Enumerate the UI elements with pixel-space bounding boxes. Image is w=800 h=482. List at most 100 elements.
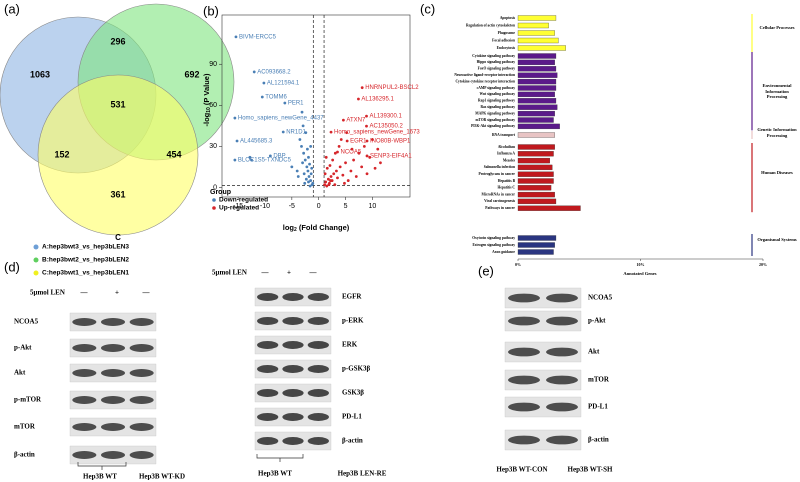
- bar: [517, 30, 555, 36]
- category-label: Cytokine signaling pathway: [472, 54, 515, 58]
- category-label: Rap1 signaling pathway: [478, 99, 515, 103]
- group-bracket: [77, 462, 127, 470]
- gene-label: ATXN7: [346, 118, 366, 124]
- point: [352, 158, 355, 162]
- bar: [517, 37, 559, 44]
- protein-label: Akt: [14, 369, 26, 377]
- blot-band: [282, 293, 304, 301]
- category-label: RNA transport: [492, 133, 516, 137]
- point: [365, 154, 369, 158]
- x-tick-label: 10: [369, 203, 377, 210]
- point: [365, 114, 368, 118]
- point: [302, 151, 306, 155]
- blot-band: [72, 396, 97, 404]
- category-label: Proteoglycans in cancer: [479, 172, 516, 176]
- blot-band: [257, 437, 279, 445]
- category-label: Hepatitis C: [498, 186, 516, 190]
- point: [365, 124, 368, 128]
- gene-label: BIVM-ERCC5: [239, 34, 277, 40]
- bar: [517, 242, 555, 248]
- blot-strip: [504, 369, 582, 391]
- bar: [517, 132, 555, 138]
- bar: [517, 157, 551, 164]
- protein-label: p-Akt: [14, 344, 32, 352]
- category-label: Alcoholism: [498, 145, 515, 149]
- blot-band: [282, 437, 304, 445]
- category-label: MAPK signaling pathway: [475, 111, 515, 115]
- treatment-mark: —: [309, 269, 318, 277]
- category-label: Estrogen signaling pathway: [473, 243, 516, 247]
- point: [371, 138, 374, 141]
- point: [325, 184, 329, 188]
- point: [329, 130, 333, 134]
- protein-label: mTOR: [588, 376, 610, 384]
- group-label: Hep3B LEN-RE: [338, 470, 387, 478]
- point: [329, 179, 332, 182]
- blot-band: [546, 347, 578, 357]
- group-label: Hep3B WT-CON: [496, 466, 547, 474]
- y-tick-label: 90: [209, 61, 217, 68]
- gene-label: TOMM6: [265, 95, 287, 101]
- legend-label: C:hep3bwt1_vs_hep3bLEN1: [42, 270, 129, 277]
- point: [333, 183, 337, 187]
- category-label: Axon guidance: [492, 250, 515, 254]
- blot-band: [100, 423, 126, 431]
- y-axis-title-part: -log: [202, 112, 211, 126]
- venn-count: 692: [184, 69, 199, 79]
- protein-label: NCOA5: [588, 294, 613, 302]
- blot-band: [257, 389, 279, 397]
- protein-label: p-ERK: [342, 317, 364, 325]
- point: [341, 173, 345, 177]
- category-label: Phagosome: [498, 31, 516, 35]
- category-label: Oxytocin signaling pathway: [472, 236, 515, 240]
- gene-label: SENP3-EIF4A1: [370, 154, 412, 160]
- point: [323, 183, 326, 187]
- blot-band: [257, 365, 279, 373]
- point: [350, 147, 354, 151]
- point: [311, 181, 315, 185]
- treatment-mark: —: [142, 289, 151, 297]
- y-axis-title-part: (P Value): [202, 73, 211, 107]
- protein-label: NCOA5: [14, 318, 39, 326]
- plot-frame: [221, 14, 411, 198]
- x-axis-title: Annotated Genes: [623, 271, 656, 276]
- category-label: cAMP signaling pathway: [477, 86, 516, 90]
- point: [301, 161, 304, 165]
- blot-band: [129, 423, 154, 431]
- legend-label: Down-regulated: [219, 197, 268, 204]
- protein-label: β-actin: [588, 436, 609, 444]
- bar: [517, 91, 555, 98]
- point: [281, 130, 285, 134]
- blot-band: [508, 347, 540, 357]
- panel-label: (c): [420, 1, 435, 16]
- blot-strip: [504, 429, 582, 451]
- category-label: mTOR signaling pathway: [476, 118, 516, 122]
- blot-band: [307, 365, 329, 373]
- blot-band: [100, 369, 126, 377]
- category-label: Cytokine-cytokine receptor interaction: [455, 79, 515, 83]
- blot-band: [129, 318, 154, 326]
- treatment-label: 5μmol LEN: [212, 269, 247, 277]
- point: [335, 169, 338, 173]
- legend-title: Group: [210, 189, 231, 196]
- group-label: Genetic Information Processing: [757, 127, 797, 138]
- point: [252, 70, 256, 74]
- blot-strip: [504, 287, 582, 309]
- blot-band: [546, 293, 578, 303]
- y-tick-label: 60: [209, 102, 217, 109]
- category-label: Pathways in cancer: [485, 206, 515, 210]
- category-label: PI3K-Akt signaling pathway: [471, 124, 515, 128]
- gene-label: DBP: [273, 154, 285, 160]
- category-label: Measles: [503, 158, 516, 162]
- category-label: FoxO signaling pathway: [478, 67, 516, 71]
- blot-band: [72, 318, 97, 326]
- protein-label: p-Akt: [588, 317, 606, 325]
- point: [379, 161, 382, 165]
- point: [360, 86, 364, 90]
- point: [362, 144, 366, 148]
- point: [328, 164, 332, 167]
- protein-label: ERK: [342, 341, 358, 349]
- category-label: Wnt signaling pathway: [479, 92, 515, 96]
- point: [345, 131, 349, 135]
